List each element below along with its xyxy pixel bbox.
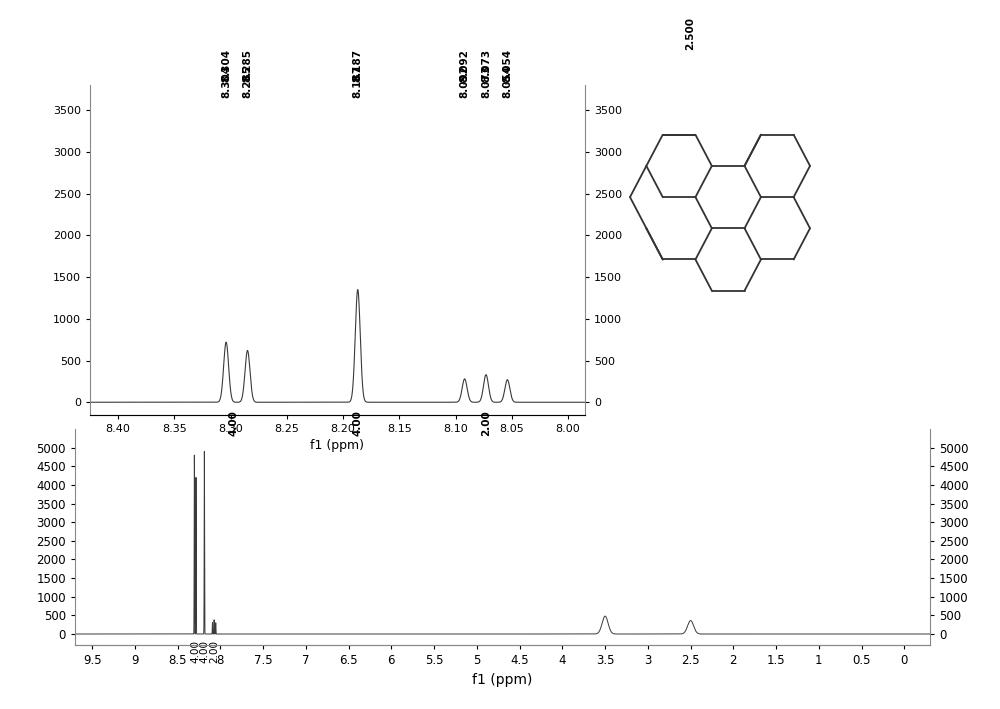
X-axis label: f1 (ppm): f1 (ppm) xyxy=(472,673,533,687)
Text: 8.187: 8.187 xyxy=(353,48,363,82)
Text: 8.073: 8.073 xyxy=(481,65,491,98)
Text: 8.054: 8.054 xyxy=(502,65,512,98)
Text: 2.00: 2.00 xyxy=(481,411,491,436)
Text: 8.285: 8.285 xyxy=(243,48,253,82)
Text: 4.00: 4.00 xyxy=(199,640,209,663)
Text: 8.073: 8.073 xyxy=(481,48,491,82)
Text: 4.00: 4.00 xyxy=(190,640,200,663)
Text: 8.092: 8.092 xyxy=(460,65,470,98)
Text: 2.500: 2.500 xyxy=(686,16,696,50)
Text: 8.304: 8.304 xyxy=(221,65,231,98)
Text: 8.054: 8.054 xyxy=(505,84,509,85)
Text: 4.00: 4.00 xyxy=(353,411,363,437)
Text: 8.092: 8.092 xyxy=(463,84,467,85)
Text: 8.285: 8.285 xyxy=(242,65,252,98)
Text: 8.187: 8.187 xyxy=(353,65,363,98)
Text: 8.092: 8.092 xyxy=(460,49,470,82)
Text: 8.073: 8.073 xyxy=(484,84,488,85)
Text: 2.00: 2.00 xyxy=(209,640,219,663)
Text: 4.00: 4.00 xyxy=(229,411,239,437)
Text: 8.285: 8.285 xyxy=(245,84,249,85)
Text: 8.304: 8.304 xyxy=(221,48,231,82)
Text: 8.054: 8.054 xyxy=(502,48,512,82)
X-axis label: f1 (ppm): f1 (ppm) xyxy=(310,440,364,452)
Text: 8.304: 8.304 xyxy=(224,84,228,85)
Text: 8.187: 8.187 xyxy=(356,84,360,85)
